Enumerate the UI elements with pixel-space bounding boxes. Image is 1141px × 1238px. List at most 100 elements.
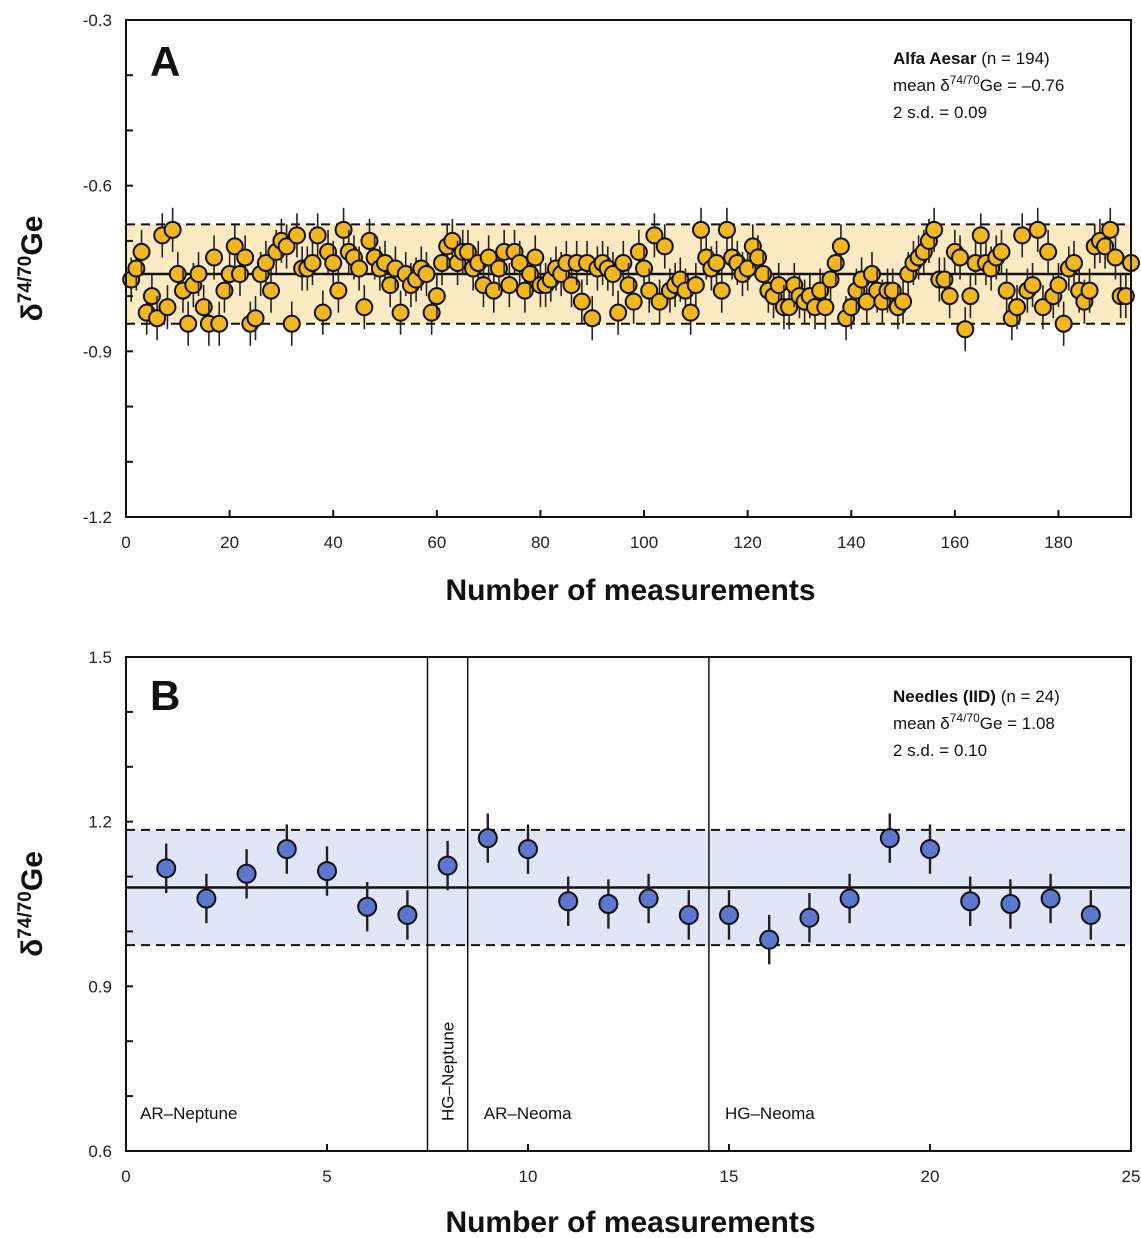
y-axis-title-symbol: δ: [16, 939, 49, 957]
data-point: [515, 281, 534, 300]
data-point: [842, 298, 861, 317]
region-label: AR–Neoma: [484, 1104, 572, 1123]
data-point: [526, 248, 545, 267]
data-point: [920, 839, 940, 860]
plot-frame: [125, 656, 1132, 1152]
annotation-mean: mean δ74/70Ge = 1.08: [893, 711, 1055, 733]
x-tick-label: 20: [921, 1167, 940, 1186]
data-point: [256, 253, 275, 272]
data-point: [862, 265, 881, 284]
y-tick-label: 1.2: [88, 813, 112, 832]
data-point: [645, 226, 664, 245]
x-tick-label: 20: [220, 533, 239, 552]
data-point: [196, 888, 217, 909]
data-point: [417, 265, 436, 284]
annotation-mean: mean δ74/70Ge = –0.76: [893, 73, 1064, 95]
x-tick-label: 0: [121, 1167, 130, 1186]
y-tick-label: 0.6: [88, 1142, 112, 1161]
data-point: [629, 242, 648, 261]
data-point: [324, 253, 343, 272]
data-point: [738, 259, 757, 278]
data-point: [692, 220, 711, 239]
y-axis-title-superscript: 74/70: [15, 256, 36, 304]
data-point: [678, 904, 699, 925]
plot-frame: [125, 19, 1132, 518]
data-point: [262, 281, 281, 300]
data-point: [707, 253, 726, 272]
x-tick-label: 5: [322, 1167, 331, 1186]
data-point: [521, 265, 540, 284]
data-point: [997, 281, 1016, 300]
data-point: [719, 904, 739, 925]
data-point: [277, 237, 296, 256]
data-point: [210, 314, 229, 333]
y-axis-title-element: Ge: [16, 216, 49, 256]
data-point: [1040, 888, 1061, 909]
data-point: [1106, 248, 1125, 267]
data-point: [142, 287, 161, 306]
data-point: [479, 248, 498, 267]
data-point: [1033, 298, 1052, 317]
data-point: [583, 309, 602, 328]
data-point: [484, 281, 503, 300]
data-point: [308, 226, 327, 245]
x-axis-title: Number of measurements: [445, 1206, 815, 1238]
data-point: [158, 298, 177, 317]
y-axis-title-symbol: δ: [16, 303, 49, 321]
data-point: [329, 281, 348, 300]
data-point: [458, 242, 477, 261]
data-point: [681, 303, 700, 322]
annotation-sd: 2 s.d. = 0.10: [893, 741, 987, 760]
data-point: [236, 248, 255, 267]
data-point: [971, 226, 990, 245]
data-point: [655, 237, 674, 256]
data-point: [477, 828, 498, 849]
x-tick-label: 180: [1044, 533, 1072, 552]
data-point: [313, 303, 332, 322]
data-point: [360, 231, 379, 250]
data-point: [712, 281, 731, 300]
data-point: [635, 259, 654, 278]
x-tick-label: 10: [519, 1167, 538, 1186]
data-point: [1101, 220, 1120, 239]
data-point: [303, 253, 322, 272]
region-label: HG–Neoma: [725, 1104, 815, 1123]
x-tick-label: 0: [121, 533, 130, 552]
data-point: [717, 220, 736, 239]
x-axis-title: Number of measurements: [445, 574, 815, 607]
data-point: [624, 292, 643, 311]
panel-letter: A: [150, 38, 180, 85]
x-tick-label: 25: [1122, 1167, 1141, 1186]
data-point: [437, 855, 458, 876]
data-point: [609, 303, 628, 322]
y-axis-title: δ74/70Ge: [15, 216, 49, 322]
data-point: [961, 287, 980, 306]
data-point: [1008, 298, 1027, 317]
data-point: [780, 298, 799, 317]
x-tick-label: 160: [941, 533, 969, 552]
data-point: [350, 259, 369, 278]
data-point: [215, 281, 234, 300]
data-point: [894, 292, 913, 311]
y-tick-label: 0.9: [88, 977, 112, 996]
data-point: [276, 839, 297, 860]
data-point: [1013, 226, 1032, 245]
data-point: [205, 248, 224, 267]
annotation-sample-name: Alfa Aesar: [893, 49, 977, 68]
data-point: [879, 828, 900, 849]
data-point: [510, 253, 529, 272]
data-point: [640, 281, 659, 300]
y-axis-title: δ74/70Ge: [15, 851, 49, 957]
x-tick-label: 80: [531, 533, 550, 552]
data-point: [992, 242, 1011, 261]
data-point: [598, 894, 619, 914]
data-point: [148, 309, 167, 328]
y-tick-label: -1.2: [83, 508, 112, 527]
region-label: AR–Neptune: [140, 1104, 237, 1123]
data-point: [1116, 287, 1135, 306]
panel-a-chart: -1.2 -0.9 -0.6 -0.3 0 20 40 60 80 100 120 140 160 180…: [15, 11, 1140, 607]
data-point: [935, 270, 954, 289]
data-point: [127, 259, 146, 278]
data-point: [1039, 242, 1058, 261]
